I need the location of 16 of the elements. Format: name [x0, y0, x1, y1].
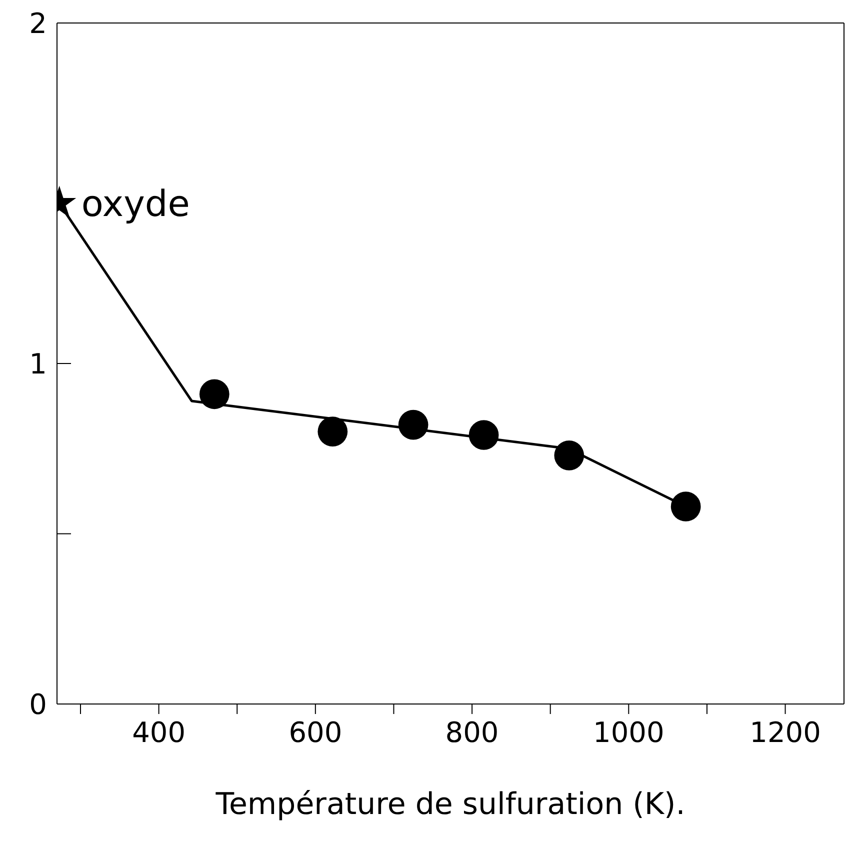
x-tick-label: 1000 — [593, 716, 664, 749]
y-tick-label: 0 — [29, 688, 47, 721]
point — [318, 416, 348, 446]
y-tick-label: 2 — [29, 6, 47, 40]
x-tick-label: 800 — [445, 716, 499, 749]
x-tick-label: 400 — [132, 716, 186, 749]
point — [554, 440, 584, 470]
point — [468, 420, 499, 450]
point — [199, 379, 230, 410]
x-axis-title: Température de sulfuration (K). — [214, 787, 686, 822]
point — [398, 410, 428, 440]
annotation: oxyde — [81, 184, 190, 226]
x-tick-label: 1200 — [750, 716, 821, 749]
y-tick-label: 1 — [29, 347, 47, 380]
point — [670, 492, 701, 522]
x-tick-label: 600 — [288, 716, 342, 749]
